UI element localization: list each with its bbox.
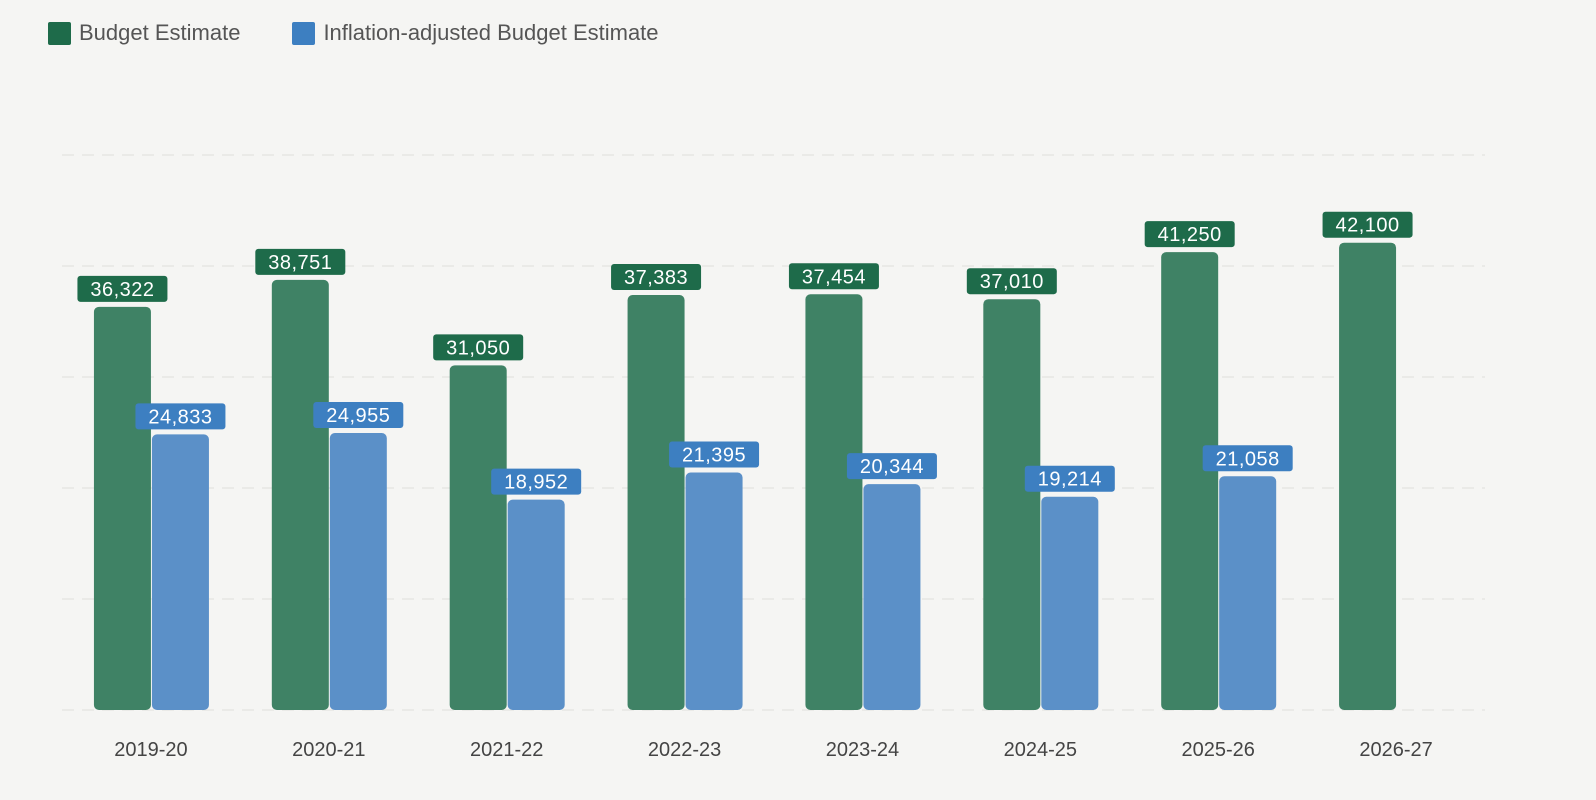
bar-inflation-adjusted <box>863 484 921 710</box>
data-label: 21,395 <box>682 445 746 467</box>
legend-item-budget-estimate[interactable]: Budget Estimate <box>48 20 240 46</box>
data-label: 37,010 <box>980 271 1044 293</box>
legend: Budget Estimate Inflation-adjusted Budge… <box>48 20 659 46</box>
data-label-box <box>1024 465 1115 492</box>
x-tick-label: 2026-27 <box>1359 739 1432 761</box>
data-label-box <box>1144 221 1235 248</box>
data-label-box <box>77 275 168 302</box>
data-label-box <box>135 403 226 430</box>
data-label: 20,344 <box>860 456 924 478</box>
bar-budget-estimate <box>449 365 507 710</box>
data-label-box <box>433 334 524 361</box>
data-label: 24,955 <box>326 405 390 427</box>
legend-label: Inflation-adjusted Budget Estimate <box>323 20 659 45</box>
data-label: 37,383 <box>624 267 688 289</box>
bar-inflation-adjusted <box>1041 496 1099 710</box>
bar-inflation-adjusted <box>1219 476 1277 710</box>
data-label: 41,250 <box>1158 224 1222 246</box>
data-label: 37,454 <box>802 266 866 288</box>
data-label-box <box>966 268 1057 295</box>
x-tick-label: 2020-21 <box>292 739 365 761</box>
bar-budget-estimate <box>1339 242 1397 710</box>
data-label: 19,214 <box>1038 469 1102 491</box>
x-tick-label: 2022-23 <box>648 739 721 761</box>
data-label-box <box>1322 211 1413 238</box>
data-label-box <box>313 401 404 428</box>
data-label-box <box>491 468 582 495</box>
legend-swatch-inflation-adjusted <box>292 21 316 45</box>
data-label: 36,322 <box>90 279 154 301</box>
data-label-box <box>611 264 702 291</box>
x-tick-label: 2019-20 <box>114 739 187 761</box>
bar-budget-estimate <box>983 299 1041 710</box>
x-tick-label: 2021-22 <box>470 739 543 761</box>
bar-budget-estimate <box>805 294 863 710</box>
data-label: 38,751 <box>268 252 332 274</box>
x-tick-label: 2024-25 <box>1004 739 1077 761</box>
data-label-box <box>788 263 879 290</box>
bar-inflation-adjusted <box>507 499 565 710</box>
data-label-box <box>846 453 937 480</box>
data-label: 24,833 <box>148 406 212 428</box>
bar-inflation-adjusted <box>329 432 387 710</box>
legend-swatch-budget-estimate <box>48 21 71 45</box>
bar-inflation-adjusted <box>151 434 209 710</box>
x-tick-label: 2025-26 <box>1181 739 1254 761</box>
data-label-box <box>255 248 346 275</box>
bar-budget-estimate <box>1161 252 1219 710</box>
data-label: 18,952 <box>504 472 568 494</box>
x-tick-label: 2023-24 <box>826 739 899 761</box>
data-label: 21,058 <box>1216 448 1280 470</box>
bar-budget-estimate <box>93 306 151 710</box>
bar-budget-estimate <box>627 295 685 710</box>
data-label-box <box>669 441 760 468</box>
data-label: 31,050 <box>446 337 510 359</box>
legend-item-inflation-adjusted[interactable]: Inflation-adjusted Budget Estimate <box>292 20 659 46</box>
bar-budget-estimate <box>271 279 329 710</box>
bar-inflation-adjusted <box>685 472 743 710</box>
data-label: 42,100 <box>1335 215 1399 237</box>
legend-label: Budget Estimate <box>79 20 241 45</box>
data-label-box <box>1202 445 1293 472</box>
